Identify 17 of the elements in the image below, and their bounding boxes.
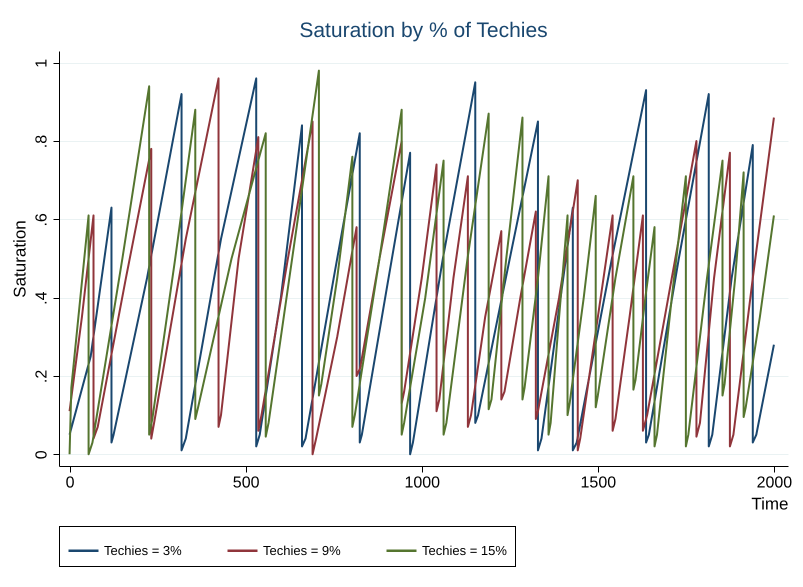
y-tick-label: .4 <box>34 291 50 305</box>
legend-label: Techies = 9% <box>263 542 342 558</box>
y-tick-label: 0 <box>34 450 50 460</box>
x-tick-label: 1500 <box>580 474 616 492</box>
y-tick-label: .2 <box>34 370 50 384</box>
x-tick-label: 2000 <box>756 474 792 492</box>
x-tick-label: 1000 <box>404 474 440 492</box>
y-tick-label: .6 <box>34 213 50 227</box>
y-tick-label: .8 <box>34 134 50 148</box>
legend-label: Techies = 15% <box>422 542 508 558</box>
y-axis-title: Saturation <box>10 220 30 298</box>
legend-label: Techies = 3% <box>104 542 182 558</box>
x-tick-label: 0 <box>66 474 75 492</box>
x-tick-label: 500 <box>232 474 260 492</box>
chart-title: Saturation by % of Techies <box>299 19 548 42</box>
x-axis-title: Time <box>751 494 788 514</box>
y-tick-label: 1 <box>34 58 50 68</box>
